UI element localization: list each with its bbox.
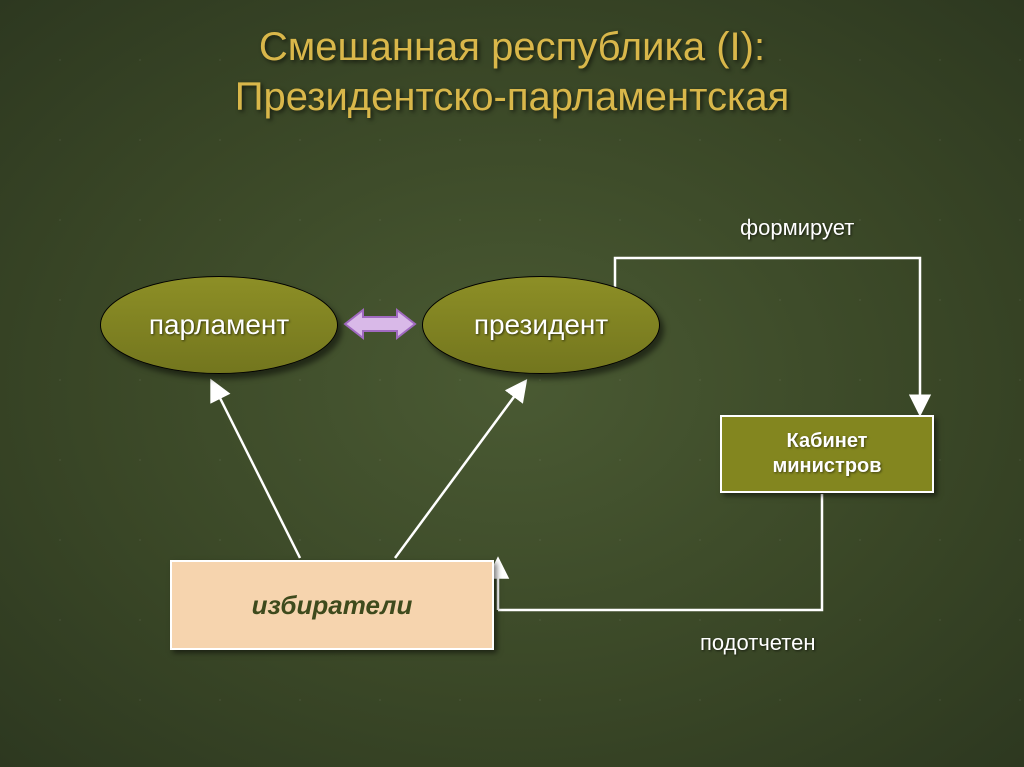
node-parliament-label: парламент — [149, 309, 289, 341]
title-line-2: Президентско-парламентская — [235, 75, 789, 119]
title-line-1: Смешанная республика (I): — [259, 25, 765, 69]
node-president-label: президент — [474, 309, 608, 341]
node-voters-label: избиратели — [252, 590, 413, 621]
arrow-president-forms-cabinet — [615, 258, 920, 413]
slide: Смешанная республика (I): Президентско-п… — [0, 0, 1024, 767]
node-president: президент — [422, 276, 660, 374]
node-cabinet-label: Кабинет министров — [772, 429, 881, 479]
node-parliament: парламент — [100, 276, 338, 374]
label-accountable: подотчетен — [700, 630, 816, 656]
path-cabinet-accountable — [498, 494, 822, 610]
arrow-voters-to-parliament — [212, 382, 300, 558]
label-forms: формирует — [740, 215, 854, 241]
node-voters: избиратели — [170, 560, 494, 650]
double-arrow-icon — [345, 310, 415, 338]
arrow-voters-to-president — [395, 382, 525, 558]
slide-title: Смешанная республика (I): Президентско-п… — [0, 22, 1024, 122]
node-cabinet: Кабинет министров — [720, 415, 934, 493]
